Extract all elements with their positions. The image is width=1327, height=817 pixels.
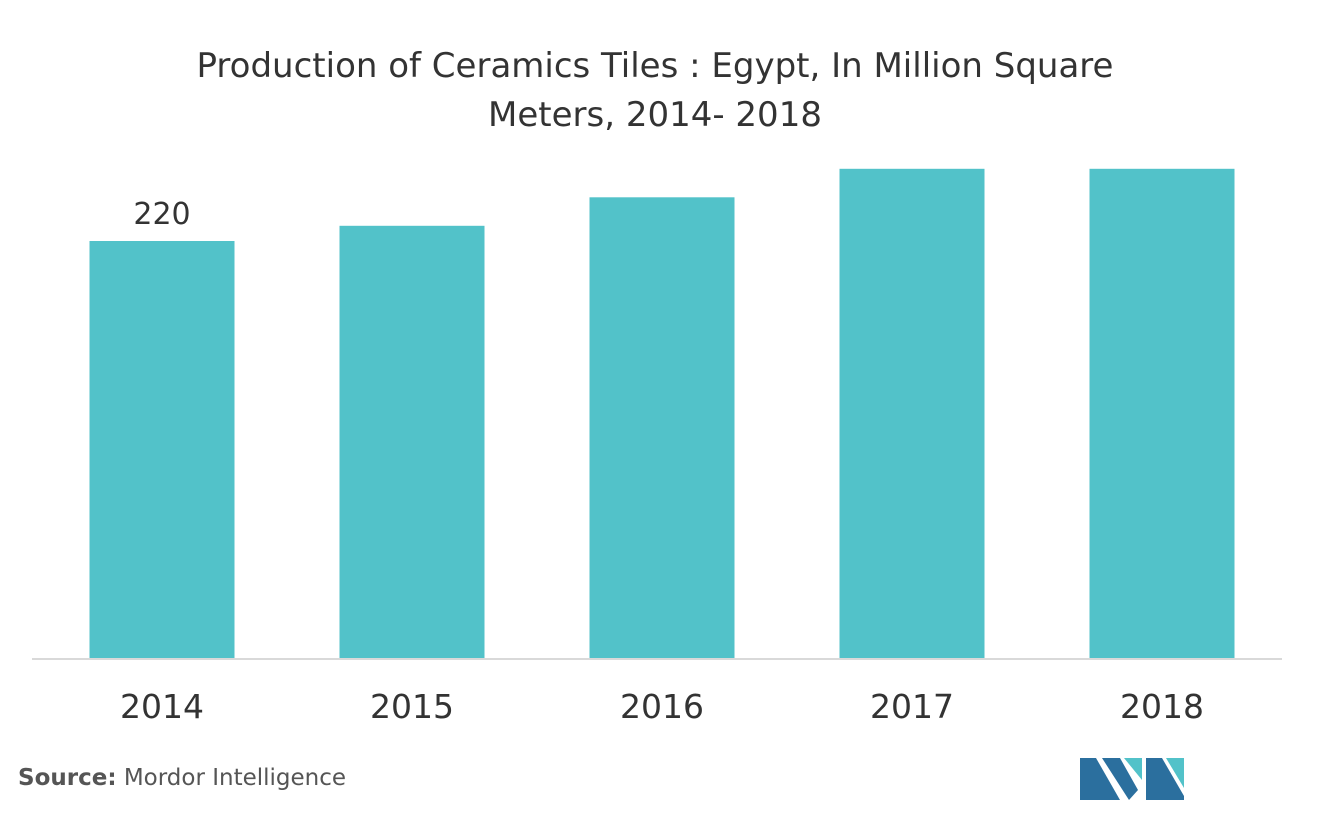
bars-group [89,168,1235,660]
x-tick-label-2016: 2016 [620,687,704,726]
bar-2017 [839,168,985,660]
bar-2016 [589,197,735,660]
bar-2015 [339,225,485,660]
bar-2018 [1089,168,1235,660]
x-tick-label-2014: 2014 [120,687,204,726]
x-tick-labels: 2014 2015 2016 2017 2018 [120,687,1204,726]
bar-2014 [89,241,235,659]
data-label-2014: 220 [133,197,190,232]
chart-title-line-1: Production of Ceramics Tiles : Egypt, In… [197,46,1114,86]
x-tick-label-2018: 2018 [1120,687,1204,726]
x-tick-label-2017: 2017 [870,687,954,726]
data-labels: 220 [133,197,190,232]
source-text: Mordor Intelligence [116,765,347,791]
chart-title-line-2: Meters, 2014- 2018 [488,95,822,135]
mordor-intelligence-logo [1080,758,1184,800]
source-label: Source: [18,765,117,791]
source-note: Source: Mordor Intelligence [18,765,346,791]
x-tick-label-2015: 2015 [370,687,454,726]
